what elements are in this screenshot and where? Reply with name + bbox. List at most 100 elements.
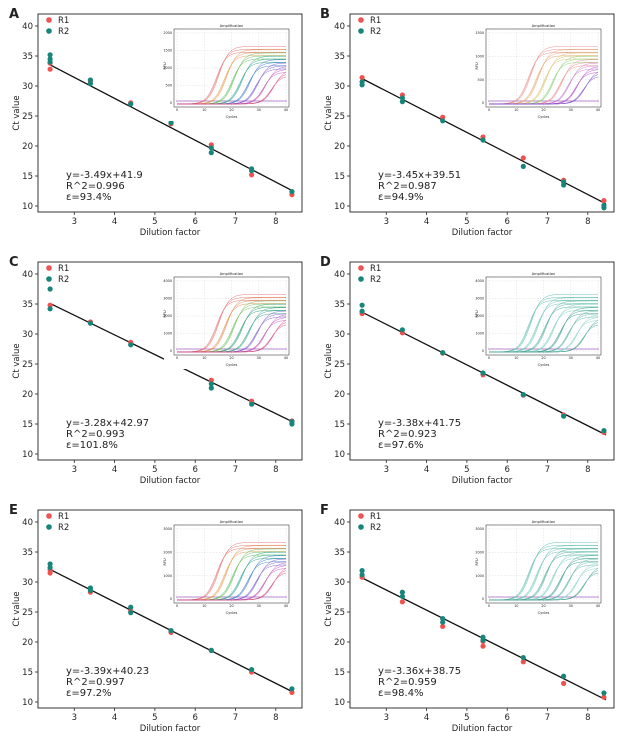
point-r1 [47, 66, 53, 72]
x-axis-label: Dilution factor [452, 476, 513, 486]
point-r2 [47, 565, 53, 571]
point-r2 [168, 628, 174, 634]
x-tick-label: 5 [464, 465, 469, 475]
x-tick-label: 6 [504, 217, 509, 227]
legend-label: R1 [58, 264, 69, 274]
annotation-line: y=-3.28x+42.97 [66, 418, 149, 429]
inset-ytick-label: 2000 [475, 314, 484, 318]
point-r2 [289, 686, 295, 692]
inset-ytick-label: 2000 [163, 31, 172, 35]
legend-marker-r2 [358, 28, 364, 34]
axes-frame [37, 509, 303, 709]
panel-letter: C [9, 255, 19, 270]
axes-frame [349, 509, 615, 709]
legend-label: R1 [370, 16, 381, 26]
inset-ytick-label: 0 [482, 597, 484, 601]
inset-xtick-label: 40 [284, 356, 288, 360]
legend-marker-r2 [358, 276, 364, 282]
axes-frame [37, 13, 303, 213]
inset-xtick-label: 10 [202, 108, 206, 112]
x-tick-label: 8 [585, 465, 590, 475]
y-tick-label: 10 [22, 698, 33, 708]
x-tick-label: 3 [384, 713, 389, 723]
inset-curve [177, 46, 286, 105]
y-tick-label: 35 [22, 52, 33, 62]
annotation-line: y=-3.45x+39.51 [378, 170, 461, 181]
panel-a: A 10 15 20 25 30 35 40 3 4 5 6 7 8 Dilution factor Ct v… [9, 7, 303, 238]
y-tick-label: 20 [334, 638, 345, 648]
y-axis-label: Ct value [12, 95, 22, 130]
annotation-line: ε=101.8% [66, 440, 118, 451]
y-axis-label: Ct value [12, 591, 22, 626]
point-r2 [480, 137, 486, 143]
y-tick-label: 10 [22, 202, 33, 212]
y-tick-label: 25 [22, 360, 33, 370]
y-axis-label: Ct value [324, 591, 334, 626]
inset-curve [177, 542, 286, 601]
inset-ytick-label: 2000 [163, 551, 172, 555]
legend-marker-r1 [46, 265, 52, 271]
inset-xtick-label: 20 [541, 356, 545, 360]
x-tick-label: 6 [192, 217, 197, 227]
annotation-line: ε=98.4% [378, 688, 424, 699]
point-r2 [47, 52, 53, 58]
inset-ytick-label: 1000 [163, 332, 172, 336]
inset-ytick-label: 0 [482, 349, 484, 353]
inset-title: Amplification [220, 520, 244, 524]
point-r1 [359, 75, 365, 81]
inset-ytick-label: 0 [170, 349, 172, 353]
x-tick-label: 6 [504, 713, 509, 723]
legend-label: R1 [370, 264, 381, 274]
inset-xtick-label: 0 [176, 356, 178, 360]
inset-xtick-label: 30 [257, 604, 261, 608]
x-tick-label: 7 [545, 713, 550, 723]
y-axis-label: Ct value [324, 343, 334, 378]
point-r2 [208, 381, 214, 387]
point-r2 [359, 568, 365, 574]
y-tick-label: 10 [334, 698, 345, 708]
annotation-line: ε=97.2% [66, 688, 112, 699]
point-r2 [128, 604, 134, 610]
inset-xtick-label: 30 [569, 356, 573, 360]
x-tick-label: 5 [152, 713, 157, 723]
inset-xlabel: Cycles [226, 363, 238, 367]
inset-xlabel: Cycles [226, 115, 238, 119]
legend-label: R2 [370, 27, 381, 37]
axes-frame [349, 13, 615, 213]
x-tick-label: 8 [585, 713, 590, 723]
inset-ylabel: RFU [163, 310, 167, 318]
inset-ytick-label: 3000 [163, 527, 172, 531]
point-r1 [249, 172, 255, 178]
inset-title: Amplification [220, 272, 244, 276]
y-tick-label: 35 [334, 548, 345, 558]
y-tick-label: 40 [334, 270, 345, 280]
x-tick-label: 5 [464, 713, 469, 723]
inset-ytick-label: 0 [170, 101, 172, 105]
x-tick-label: 8 [273, 217, 278, 227]
inset-amplification: Amplification Cycles RFU 0 1000 2000 3000 0 10 20… [475, 517, 607, 617]
y-tick-label: 20 [334, 390, 345, 400]
point-r2 [480, 637, 486, 643]
y-tick-label: 10 [334, 202, 345, 212]
annotation-line: R^2=0.959 [378, 677, 437, 688]
point-r1 [208, 377, 214, 383]
inset-ylabel: RFU [475, 62, 479, 70]
point-r1 [289, 689, 295, 696]
point-r2 [208, 145, 214, 151]
x-tick-label: 4 [112, 713, 117, 723]
point-r2 [440, 619, 446, 625]
legend-marker-r1 [46, 513, 52, 519]
point-r1 [399, 599, 405, 605]
x-tick-label: 4 [424, 217, 429, 227]
y-tick-label: 30 [334, 330, 345, 340]
inset-ylabel: RFU [163, 62, 167, 70]
point-r2 [249, 168, 255, 174]
y-tick-label: 25 [22, 112, 33, 122]
point-r2 [561, 179, 567, 185]
inset-xtick-label: 10 [514, 108, 518, 112]
y-tick-label: 15 [334, 668, 345, 678]
x-tick-label: 7 [233, 713, 238, 723]
y-tick-label: 35 [22, 548, 33, 558]
inset-ytick-label: 500 [478, 78, 484, 82]
inset-xlabel: Cycles [538, 115, 550, 119]
